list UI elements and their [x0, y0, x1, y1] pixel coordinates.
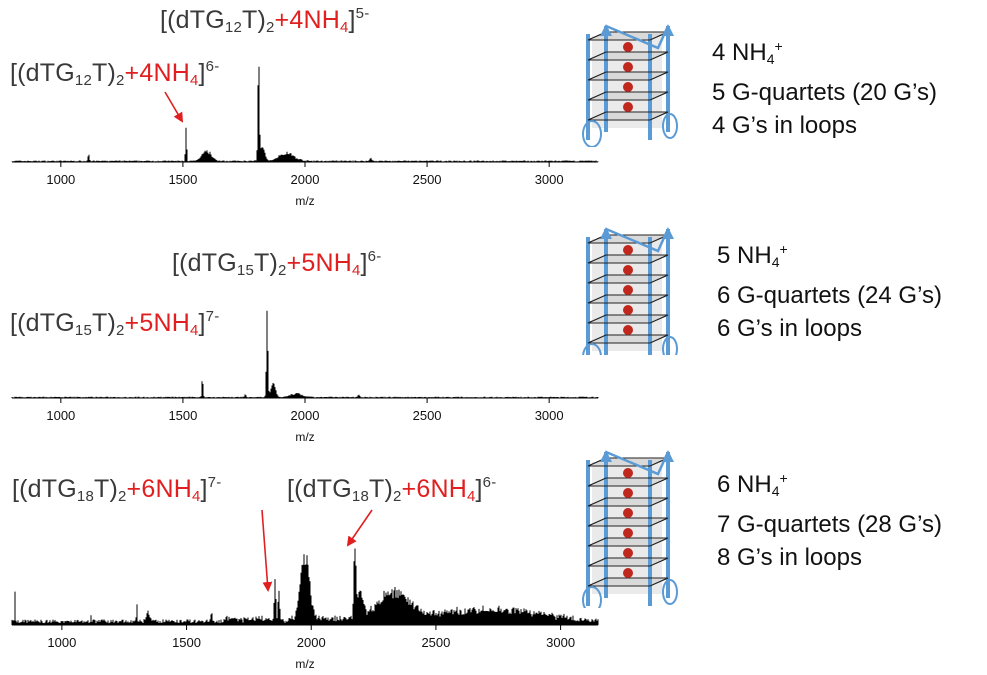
loop — [582, 343, 602, 355]
strand-arrowhead — [662, 24, 674, 36]
ammonium-ion — [623, 508, 633, 518]
g-quartet-outline — [587, 497, 669, 507]
x-tick-label: 1000 — [47, 635, 76, 650]
x-tick-label: 2000 — [297, 635, 326, 650]
x-axis-label: m/z — [295, 430, 314, 444]
ammonium-ion — [623, 568, 633, 578]
arrow-layer — [164, 91, 373, 592]
info-line: 5 NH4+ — [717, 241, 788, 270]
spectrum-trace — [11, 548, 599, 625]
structure-info-1: 4 NH4+ 5 G-quartets (20 G’s) 4 G’s in lo… — [712, 30, 937, 142]
g-quartet-outline — [587, 111, 669, 121]
ammonium-ion — [623, 102, 633, 112]
peak-label-middle-7minus: [(dTG15T)2+5NH4]7- — [10, 308, 220, 339]
ammonium-ion — [623, 62, 633, 72]
strand-arrowhead — [600, 450, 612, 462]
arrow-bottom-7minus — [261, 509, 273, 592]
x-tick-label: 3000 — [546, 635, 575, 650]
g-quartet-outline — [587, 477, 669, 487]
info-line: 6 NH4+ — [717, 470, 788, 499]
ammonium-ion — [623, 468, 633, 478]
x-tick-label: 1500 — [172, 635, 201, 650]
info-line: 6 G-quartets (24 G’s) — [717, 282, 942, 309]
ammonium-ion — [623, 82, 633, 92]
g-quartet-outline — [587, 254, 669, 264]
ammonium-ion — [623, 305, 633, 315]
loop — [662, 336, 678, 355]
info-line: 4 NH4+ — [712, 38, 783, 67]
g-quadruplex-diagram-2 — [582, 227, 678, 355]
spectrum-panel-top: 1000 1500 2000 2500 3000 m/z — [11, 66, 599, 208]
g-quartet-outline — [587, 517, 669, 527]
structure-info-3: 6 NH4+ 7 G-quartets (28 G’s) 8 G’s in lo… — [717, 462, 942, 574]
x-tick-label: 1500 — [168, 408, 197, 423]
loop — [582, 120, 602, 147]
spectrum-panel-middle: 1000 1500 2000 2500 3000 m/z — [11, 310, 599, 444]
peak-label-top-6minus: [(dTG12T)2+4NH4]6- — [10, 58, 220, 89]
strand-arrowhead — [662, 227, 674, 239]
strand-arrowhead — [662, 450, 674, 462]
g-quartet-outline — [587, 314, 669, 324]
x-tick-label: 2000 — [291, 172, 320, 187]
g-quartet-outline — [587, 537, 669, 547]
peak-label-top-5minus: [(dTG12T)2+4NH4]5- — [160, 5, 370, 36]
spectrum-panel-bottom: 1000 1500 2000 2500 3000 m/z — [11, 548, 599, 671]
x-tick-label: 1500 — [168, 172, 197, 187]
arrow-bottom-6minus — [346, 509, 373, 547]
g-quartet-outline — [587, 71, 669, 81]
peak-label-bottom-7minus: [(dTG18T)2+6NH4]7- — [12, 474, 222, 505]
strand-arrowhead — [600, 227, 612, 239]
x-tick-label: 2500 — [413, 408, 442, 423]
g-quartet-outline — [587, 334, 669, 344]
x-axis-label: m/z — [295, 194, 314, 208]
ammonium-ion — [623, 528, 633, 538]
x-tick-label: 2500 — [413, 172, 442, 187]
g-quartet-outline — [587, 557, 669, 567]
loop — [662, 579, 678, 605]
ammonium-ion — [623, 548, 633, 558]
info-line: 5 G-quartets (20 G’s) — [712, 79, 937, 106]
loop — [662, 113, 678, 139]
g-quartet-outline — [587, 577, 669, 587]
g-quartet-outline — [587, 51, 669, 61]
g-quadruplex-diagram-1 — [582, 24, 678, 147]
ammonium-ion — [623, 488, 633, 498]
g-quartet-outline — [587, 294, 669, 304]
g-quartet-outline — [587, 274, 669, 284]
ammonium-ion — [623, 42, 633, 52]
strand-arrowhead — [600, 24, 612, 36]
structure-info-2: 5 NH4+ 6 G-quartets (24 G’s) 6 G’s in lo… — [717, 233, 942, 345]
g-quadruplex-diagram-3 — [582, 450, 678, 608]
ammonium-ion — [623, 245, 633, 255]
peak-label-bottom-6minus: [(dTG18T)2+6NH4]6- — [287, 474, 497, 505]
g-quartet-outline — [587, 91, 669, 101]
peak-label-middle-6minus: [(dTG15T)2+5NH4]6- — [172, 248, 382, 279]
ammonium-ion — [623, 325, 633, 335]
ammonium-ion — [623, 265, 633, 275]
ammonium-ion — [623, 285, 633, 295]
loop — [582, 586, 602, 608]
x-tick-label: 1000 — [46, 172, 75, 187]
x-tick-label: 3000 — [535, 408, 564, 423]
x-tick-label: 2000 — [291, 408, 320, 423]
x-tick-label: 1000 — [46, 408, 75, 423]
arrow-top-6minus — [164, 91, 184, 123]
info-line: 6 G’s in loops — [717, 315, 862, 342]
x-tick-label: 2500 — [421, 635, 450, 650]
x-axis-label: m/z — [295, 657, 314, 671]
info-line: 4 G’s in loops — [712, 112, 857, 139]
info-line: 7 G-quartets (28 G’s) — [717, 511, 942, 538]
info-line: 8 G’s in loops — [717, 544, 862, 571]
x-tick-label: 3000 — [535, 172, 564, 187]
